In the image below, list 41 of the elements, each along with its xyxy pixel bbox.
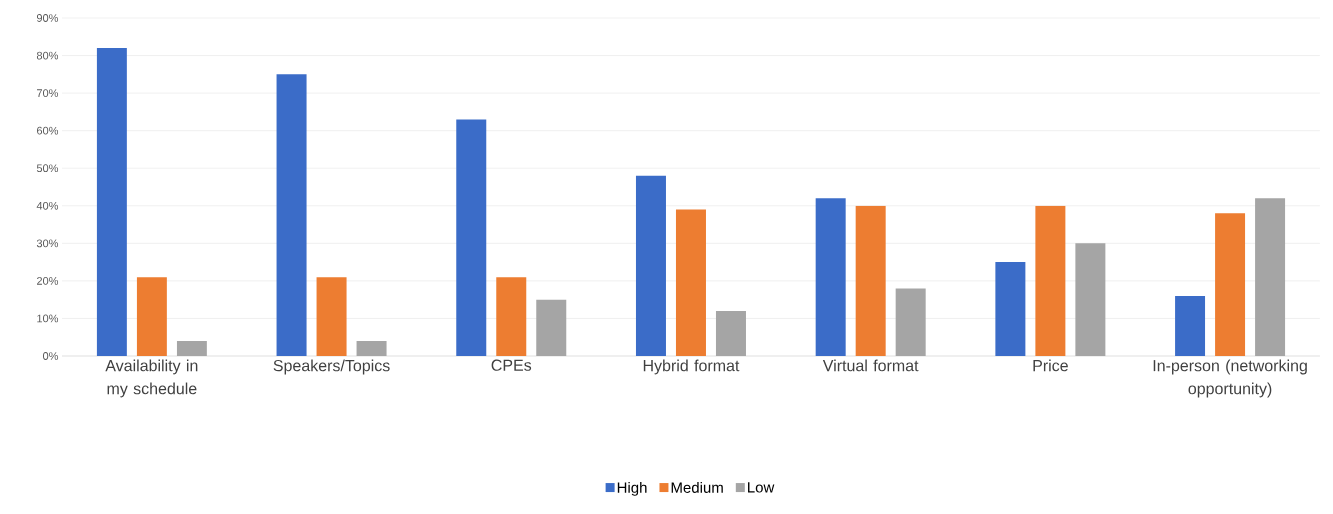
bar [1255, 198, 1286, 356]
bar [1035, 205, 1066, 356]
bar [536, 299, 567, 356]
y-tick-label: 10% [37, 314, 59, 323]
y-tick-label: 0% [42, 352, 59, 360]
bar [635, 175, 666, 356]
bar [136, 277, 167, 356]
y-tick-label: 80% [36, 51, 59, 60]
y-tick-label: 90% [36, 14, 59, 22]
bar [276, 74, 307, 356]
bar [855, 205, 886, 356]
bar [1175, 295, 1206, 356]
bar [496, 277, 527, 356]
bar [456, 119, 487, 356]
y-tick-label: 40% [36, 201, 59, 210]
x-tick-label: CPEs [491, 359, 532, 371]
bar [815, 198, 846, 356]
bar [675, 209, 706, 356]
x-tick-label: In-person (networking opportunity) [1153, 359, 1307, 398]
bar [715, 310, 746, 356]
x-tick-label: Availability in my schedule [105, 359, 198, 398]
y-tick-label: 30% [36, 239, 59, 248]
bar [995, 262, 1026, 356]
bar [96, 48, 127, 356]
bar [356, 340, 387, 356]
legend-label: Low [748, 482, 775, 493]
bar [176, 340, 207, 356]
y-tick-label: 50% [36, 164, 59, 173]
y-tick-label: 60% [37, 126, 59, 135]
bar [316, 277, 347, 356]
bar [1075, 243, 1106, 356]
bar [1215, 213, 1246, 356]
x-tick-label: Virtual format [822, 359, 919, 372]
y-tick-label: 70% [37, 89, 59, 98]
y-tick-label: 20% [37, 277, 59, 285]
legend-label: High [617, 481, 647, 496]
x-tick-label: Speakers/Topics [273, 359, 390, 375]
legend-label: Medium [671, 481, 723, 493]
bar [895, 288, 926, 356]
x-tick-label: Hybrid format [643, 359, 740, 375]
x-tick-label: Price [1033, 359, 1068, 372]
